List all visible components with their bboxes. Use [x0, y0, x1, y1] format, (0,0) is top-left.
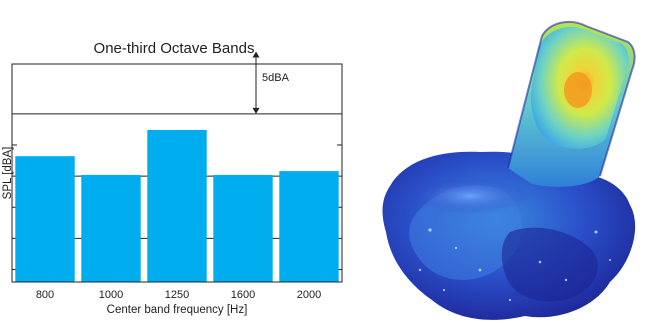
- bars: [15, 130, 339, 282]
- x-axis-label: Center band frequency [Hz]: [107, 304, 248, 316]
- chart-title: One-third Octave Bands: [94, 40, 255, 57]
- bar-1250: [147, 130, 207, 282]
- annotation-arrow-up: [252, 51, 260, 58]
- x-tick-800: 800: [36, 289, 54, 301]
- bar-1000: [81, 174, 141, 282]
- y-axis-label: SPL [dBA]: [2, 147, 14, 200]
- x-tick-labels: 800 1000 1250 1600 2000: [36, 289, 321, 301]
- bar-1600: [213, 174, 273, 282]
- mesh-specular-highlights: [418, 228, 611, 302]
- x-tick-1250: 1250: [165, 289, 189, 301]
- mesh-peak-spot: [564, 72, 592, 108]
- x-tick-2000: 2000: [297, 289, 321, 301]
- pressure-field-mesh-image: [382, 20, 636, 320]
- scale-annotation: 5dBA: [252, 51, 290, 114]
- annotation-arrow-down: [252, 107, 260, 114]
- plot-border: [11, 63, 343, 283]
- annotation-label: 5dBA: [262, 72, 290, 84]
- x-tick-1600: 1600: [231, 289, 255, 301]
- x-tick-1000: 1000: [99, 289, 123, 301]
- bar-2000: [279, 171, 339, 282]
- mesh-canal-outline: [507, 20, 636, 177]
- mesh-rim-glow: [410, 178, 530, 214]
- bar-800: [15, 156, 75, 282]
- mesh-body-dark-fold: [501, 227, 598, 302]
